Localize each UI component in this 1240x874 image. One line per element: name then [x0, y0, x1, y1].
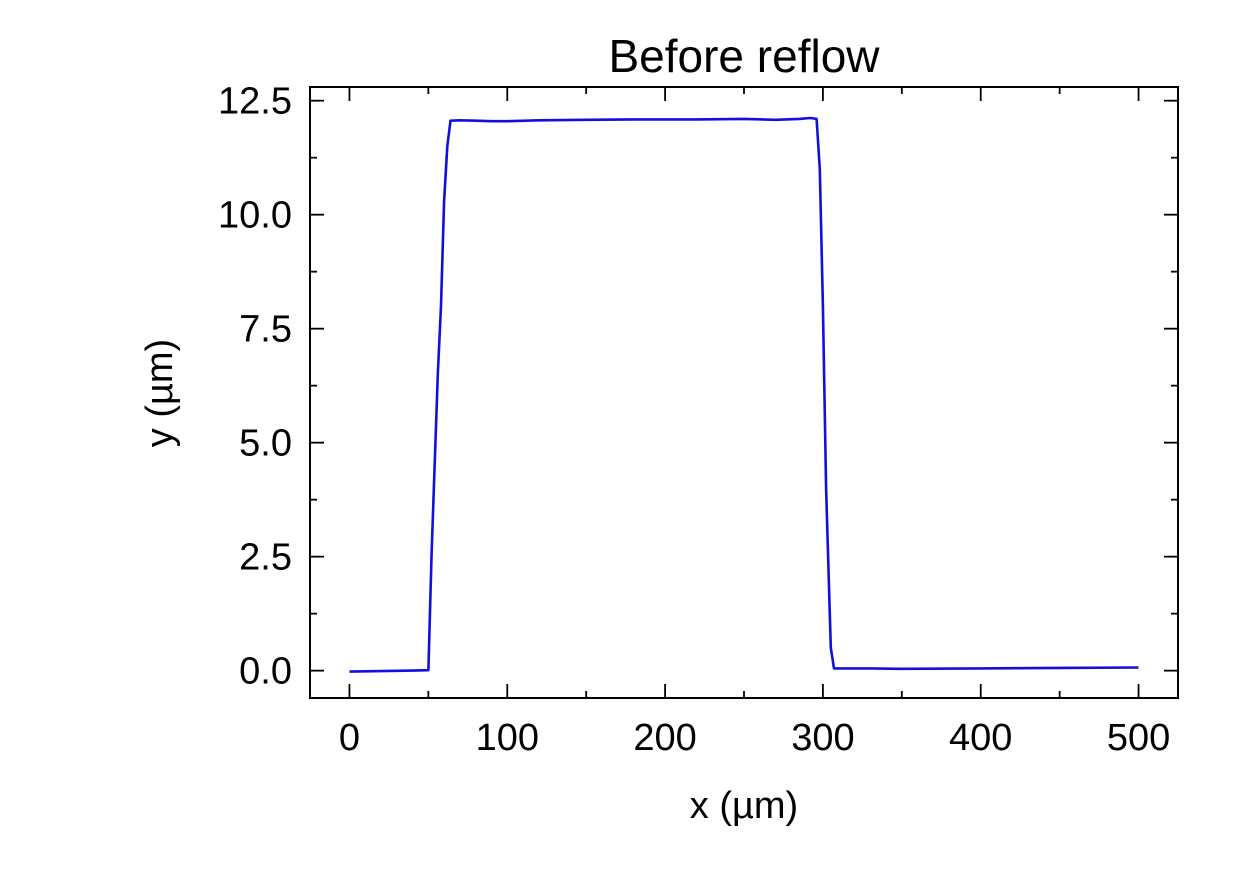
y-tick-label: 0.0 — [239, 651, 292, 693]
y-tick-label: 5.0 — [239, 423, 292, 465]
x-tick-label: 100 — [476, 717, 539, 759]
series-line — [349, 116, 1139, 673]
plot-frame — [309, 86, 1179, 699]
y-tick-label: 12.5 — [218, 81, 292, 123]
y-axis-label: y (µm) — [139, 339, 181, 447]
x-tick-label: 400 — [949, 717, 1012, 759]
y-tick-label: 7.5 — [239, 309, 292, 351]
y-tick-label: 2.5 — [239, 537, 292, 579]
y-tick-label: 10.0 — [218, 195, 292, 237]
chart-title: Before reflow — [608, 30, 880, 82]
axis-ticks — [310, 87, 1178, 698]
x-tick-label: 300 — [791, 717, 854, 759]
tick-labels: 0 100 200 300 400 500 0.0 2.5 5.0 7.5 10.0 12.5 — [218, 81, 1170, 759]
x-tick-label: 200 — [633, 717, 696, 759]
x-tick-label: 500 — [1107, 717, 1170, 759]
x-tick-label: 0 — [339, 717, 360, 759]
x-axis-label: x (µm) — [690, 785, 798, 827]
